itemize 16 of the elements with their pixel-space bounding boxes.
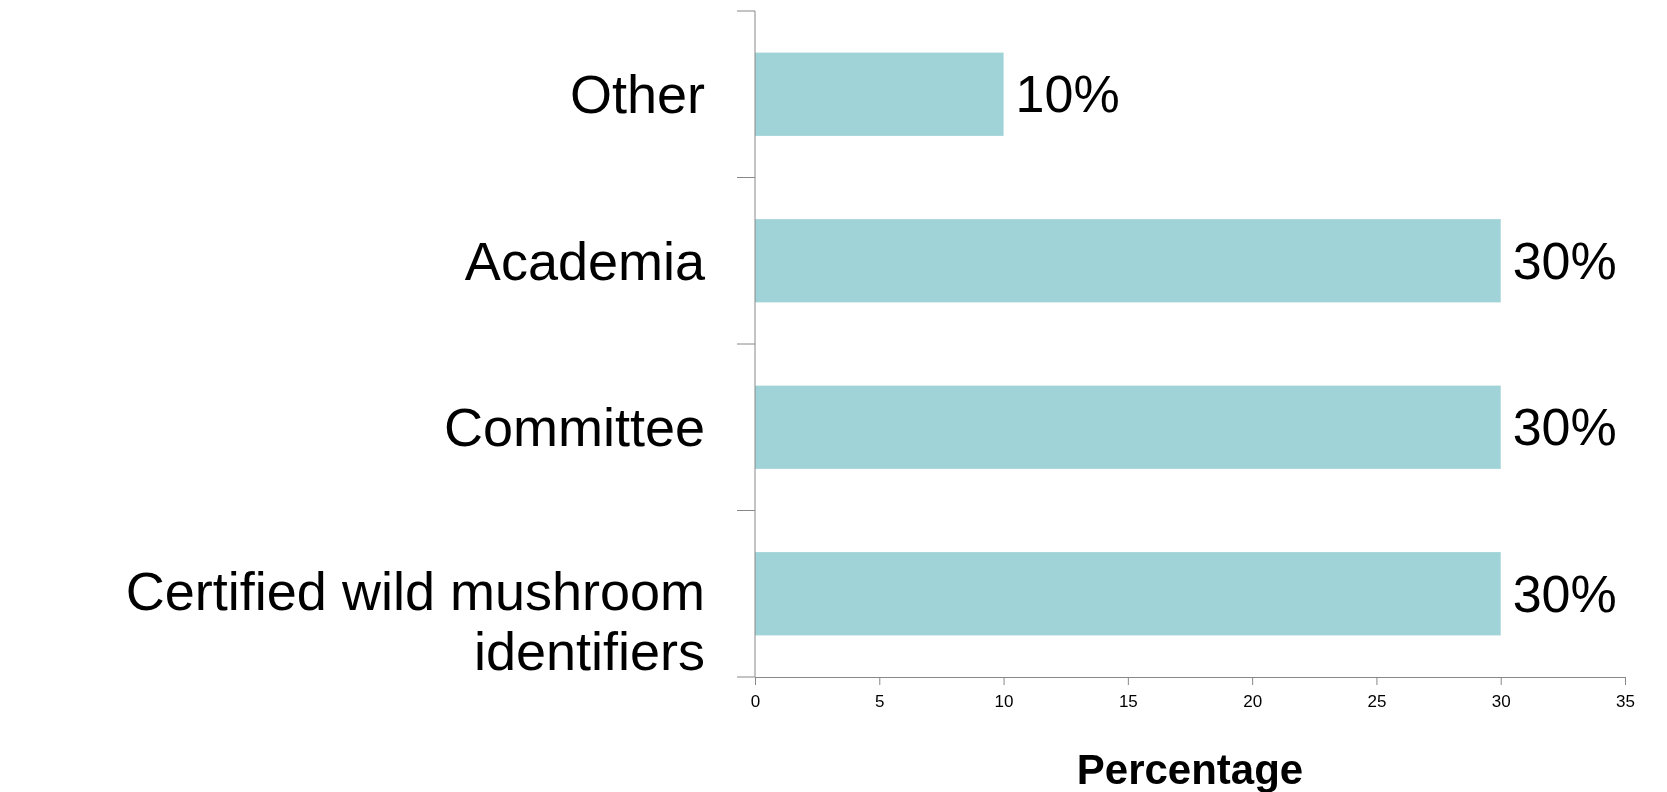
x-tick-label: 5 (875, 691, 885, 711)
y-tick-label: Other (569, 64, 706, 125)
y-tick-label: Certified wild mushroom identifiers (125, 560, 705, 681)
x-tick-label: 20 (1243, 691, 1263, 711)
data-label: 30% (1512, 564, 1617, 623)
x-tick-label: 25 (1367, 691, 1387, 711)
x-tick-label: 10 (994, 691, 1014, 711)
x-tick-label: 35 (1616, 691, 1635, 711)
data-label: 10% (1015, 65, 1120, 124)
data-label: 30% (1512, 398, 1617, 457)
data-label: 30% (1512, 231, 1617, 290)
x-tick-label: 0 (750, 691, 761, 711)
y-tick-label: Academia (464, 230, 706, 291)
y-tick-label: Committee (443, 397, 705, 458)
x-tick-label: 15 (1118, 691, 1138, 711)
x-tick-label: 30 (1491, 691, 1511, 711)
